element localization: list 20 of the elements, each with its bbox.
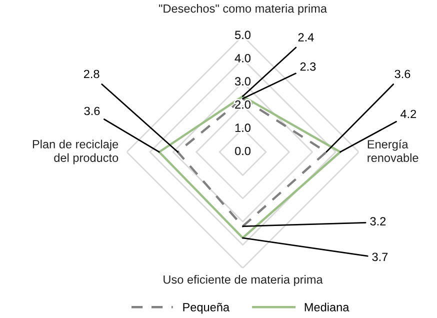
spoke-label: Uso eficiente de materia prima bbox=[164, 275, 323, 286]
y-tick-label: 5.0 bbox=[235, 30, 250, 40]
y-tick-label: 4.0 bbox=[234, 54, 250, 62]
text: 3.6 bbox=[394, 70, 410, 78]
spoke-label: "Desechos" como materia prima bbox=[159, 4, 327, 16]
legend-label: Pequeña bbox=[183, 302, 230, 314]
y-tick-label: 3.0 bbox=[235, 77, 250, 86]
spoke-label: Energía renovable bbox=[368, 140, 418, 162]
text: 2.4 bbox=[298, 33, 314, 42]
y-tick-label: 1.0 bbox=[235, 124, 250, 132]
text: 4.2 bbox=[400, 110, 416, 118]
legend-label: Mediana bbox=[304, 302, 350, 312]
text: 2.3 bbox=[300, 62, 316, 71]
spoke-label: Plan de reciclaje del producto bbox=[32, 140, 118, 164]
text: 3.6 bbox=[84, 106, 100, 116]
text: 3.2 bbox=[370, 217, 386, 226]
y-tick-label: 0.0 bbox=[235, 146, 250, 156]
text: 3.7 bbox=[372, 252, 388, 262]
text: 2.8 bbox=[84, 70, 100, 78]
y-tick-label: 2.0 bbox=[235, 100, 250, 109]
